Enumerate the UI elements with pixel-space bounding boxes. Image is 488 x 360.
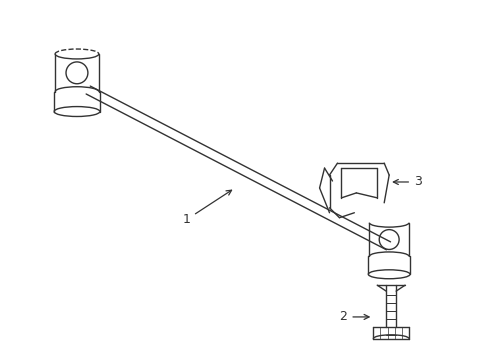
Text: 1: 1	[182, 190, 231, 226]
Text: 3: 3	[392, 175, 421, 189]
Text: 2: 2	[339, 310, 368, 323]
